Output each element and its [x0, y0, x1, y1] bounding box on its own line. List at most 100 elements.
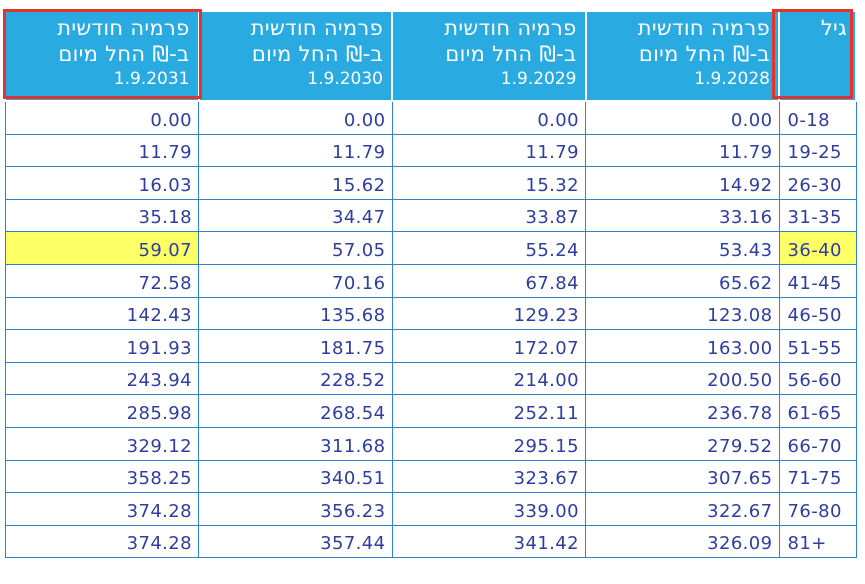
premium-value-cell: 53.43 — [585, 231, 780, 265]
premium-header-date: 1.9.2031 — [113, 69, 190, 90]
premium-value-cell: 34.47 — [198, 198, 393, 233]
premium-table: גיל פרמיה חודשית ב-₪ החל מיום 1.9.2028 פ… — [4, 10, 857, 559]
premium-value-cell: 57.05 — [198, 231, 393, 265]
premium-value-cell: 322.67 — [585, 492, 780, 526]
age-range-cell: 81+ — [778, 524, 857, 559]
age-range-cell: 31-35 — [778, 198, 857, 233]
age-header-label: גיל — [820, 16, 847, 40]
age-range-cell: 76-80 — [778, 492, 857, 526]
premium-value-cell: 70.16 — [198, 263, 393, 298]
premium-value-cell: 33.87 — [391, 198, 586, 233]
premium-column-header-2028: פרמיה חודשית ב-₪ החל מיום 1.9.2028 — [584, 10, 780, 102]
premium-value-cell: 323.67 — [391, 459, 586, 494]
premium-value-cell: 172.07 — [391, 329, 586, 363]
premium-value-cell: 72.58 — [4, 263, 199, 298]
premium-table-body: 0-18 0.00 0.00 0.00 0.00 19-25 11.79 11.79 11.79… — [4, 100, 857, 559]
premium-value-cell: 15.32 — [391, 166, 586, 200]
premium-value-cell: 55.24 — [391, 231, 586, 265]
premium-header-date: 1.9.2030 — [307, 69, 383, 90]
premium-value-cell: 11.79 — [585, 133, 780, 168]
premium-value-cell: 228.52 — [198, 361, 393, 396]
premium-value-cell: 279.52 — [585, 426, 780, 461]
premium-value-cell: 163.00 — [585, 329, 780, 363]
table-row: 61-65 236.78 252.11 268.54 285.98 — [4, 394, 857, 428]
premium-value-cell: 129.23 — [391, 296, 586, 331]
table-row: 0-18 0.00 0.00 0.00 0.00 — [4, 100, 857, 135]
premium-header-line1: פרמיה חודשית — [444, 16, 577, 40]
table-row: 46-50 123.08 129.23 135.68 142.43 — [4, 296, 857, 331]
premium-value-cell: 11.79 — [198, 133, 393, 168]
premium-value-cell: 67.84 — [391, 263, 586, 298]
age-range-cell: 41-45 — [778, 263, 857, 298]
age-range-cell: 36-40 — [778, 231, 857, 265]
premium-value-cell: 236.78 — [585, 394, 780, 428]
premium-value-cell: 11.79 — [4, 133, 199, 168]
table-row: 66-70 279.52 295.15 311.68 329.12 — [4, 426, 857, 461]
premium-value-cell: 0.00 — [391, 100, 586, 135]
premium-value-cell: 307.65 — [585, 459, 780, 494]
table-row: 26-30 14.92 15.32 15.62 16.03 — [4, 166, 857, 200]
premium-value-cell: 339.00 — [391, 492, 586, 526]
premium-value-cell: 200.50 — [585, 361, 780, 396]
premium-value-cell: 340.51 — [198, 459, 393, 494]
age-range-cell: 46-50 — [778, 296, 857, 331]
age-range-cell: 19-25 — [778, 133, 857, 168]
premium-value-cell: 16.03 — [4, 166, 199, 200]
premium-column-header-2029: פרמיה חודשית ב-₪ החל מיום 1.9.2029 — [391, 10, 587, 102]
premium-value-cell: 123.08 — [585, 296, 780, 331]
premium-value-cell: 191.93 — [4, 329, 199, 363]
premium-value-cell: 14.92 — [585, 166, 780, 200]
premium-value-cell: 0.00 — [4, 100, 199, 135]
premium-value-cell: 135.68 — [198, 296, 393, 331]
premium-value-cell: 295.15 — [391, 426, 586, 461]
premium-value-cell: 59.07 — [4, 231, 199, 265]
header-row: גיל פרמיה חודשית ב-₪ החל מיום 1.9.2028 פ… — [4, 10, 857, 102]
table-row: 31-35 33.16 33.87 34.47 35.18 — [4, 198, 857, 233]
premium-value-cell: 358.25 — [4, 459, 199, 494]
table-row: 76-80 322.67 339.00 356.23 374.28 — [4, 492, 857, 526]
premium-header-line2: ב-₪ החל מיום — [445, 41, 577, 66]
premium-value-cell: 243.94 — [4, 361, 199, 396]
premium-header-line2: ב-₪ החל מיום — [251, 41, 383, 66]
age-range-cell: 56-60 — [778, 361, 857, 396]
table-row: 19-25 11.79 11.79 11.79 11.79 — [4, 133, 857, 168]
age-column-header: גיל — [778, 10, 857, 102]
premium-header-date: 1.9.2028 — [694, 69, 770, 90]
age-range-cell: 71-75 — [778, 459, 857, 494]
premium-value-cell: 214.00 — [391, 361, 586, 396]
premium-value-cell: 268.54 — [198, 394, 393, 428]
premium-value-cell: 357.44 — [198, 524, 393, 559]
premium-value-cell: 65.62 — [585, 263, 780, 298]
premium-value-cell: 374.28 — [4, 524, 199, 559]
table-row: 41-45 65.62 67.84 70.16 72.58 — [4, 263, 857, 298]
table-row: 81+ 326.09 341.42 357.44 374.28 — [4, 524, 857, 559]
age-range-cell: 51-55 — [778, 329, 857, 363]
premium-value-cell: 0.00 — [585, 100, 780, 135]
premium-value-cell: 341.42 — [391, 524, 586, 559]
table-row: 51-55 163.00 172.07 181.75 191.93 — [4, 329, 857, 363]
premium-value-cell: 356.23 — [198, 492, 393, 526]
premium-value-cell: 0.00 — [198, 100, 393, 135]
premium-value-cell: 252.11 — [391, 394, 586, 428]
premium-header-line1: פרמיה חודשית — [250, 16, 383, 40]
age-range-cell: 61-65 — [778, 394, 857, 428]
premium-value-cell: 142.43 — [4, 296, 199, 331]
table-row: 56-60 200.50 214.00 228.52 243.94 — [4, 361, 857, 396]
premium-value-cell: 285.98 — [4, 394, 199, 428]
premium-header-date: 1.9.2029 — [500, 69, 577, 90]
age-range-cell: 66-70 — [778, 426, 857, 461]
table-row: 36-40 53.43 55.24 57.05 59.07 — [4, 231, 857, 265]
premium-column-header-2031: פרמיה חודשית ב-₪ החל מיום 1.9.2031 — [4, 10, 200, 102]
age-range-cell: 26-30 — [778, 166, 857, 200]
premium-value-cell: 329.12 — [4, 426, 199, 461]
premium-column-header-2030: פרמיה חודשית ב-₪ החל מיום 1.9.2030 — [197, 10, 393, 102]
premium-value-cell: 181.75 — [198, 329, 393, 363]
premium-value-cell: 15.62 — [198, 166, 393, 200]
premium-value-cell: 35.18 — [4, 198, 199, 233]
age-range-cell: 0-18 — [778, 100, 857, 135]
premium-header-line1: פרמיה חודשית — [57, 16, 190, 40]
premium-header-line1: פרמיה חודשית — [637, 16, 770, 40]
premium-header-line2: ב-₪ החל מיום — [638, 41, 770, 66]
table-row: 71-75 307.65 323.67 340.51 358.25 — [4, 459, 857, 494]
premium-header-line2: ב-₪ החל מיום — [58, 41, 190, 66]
